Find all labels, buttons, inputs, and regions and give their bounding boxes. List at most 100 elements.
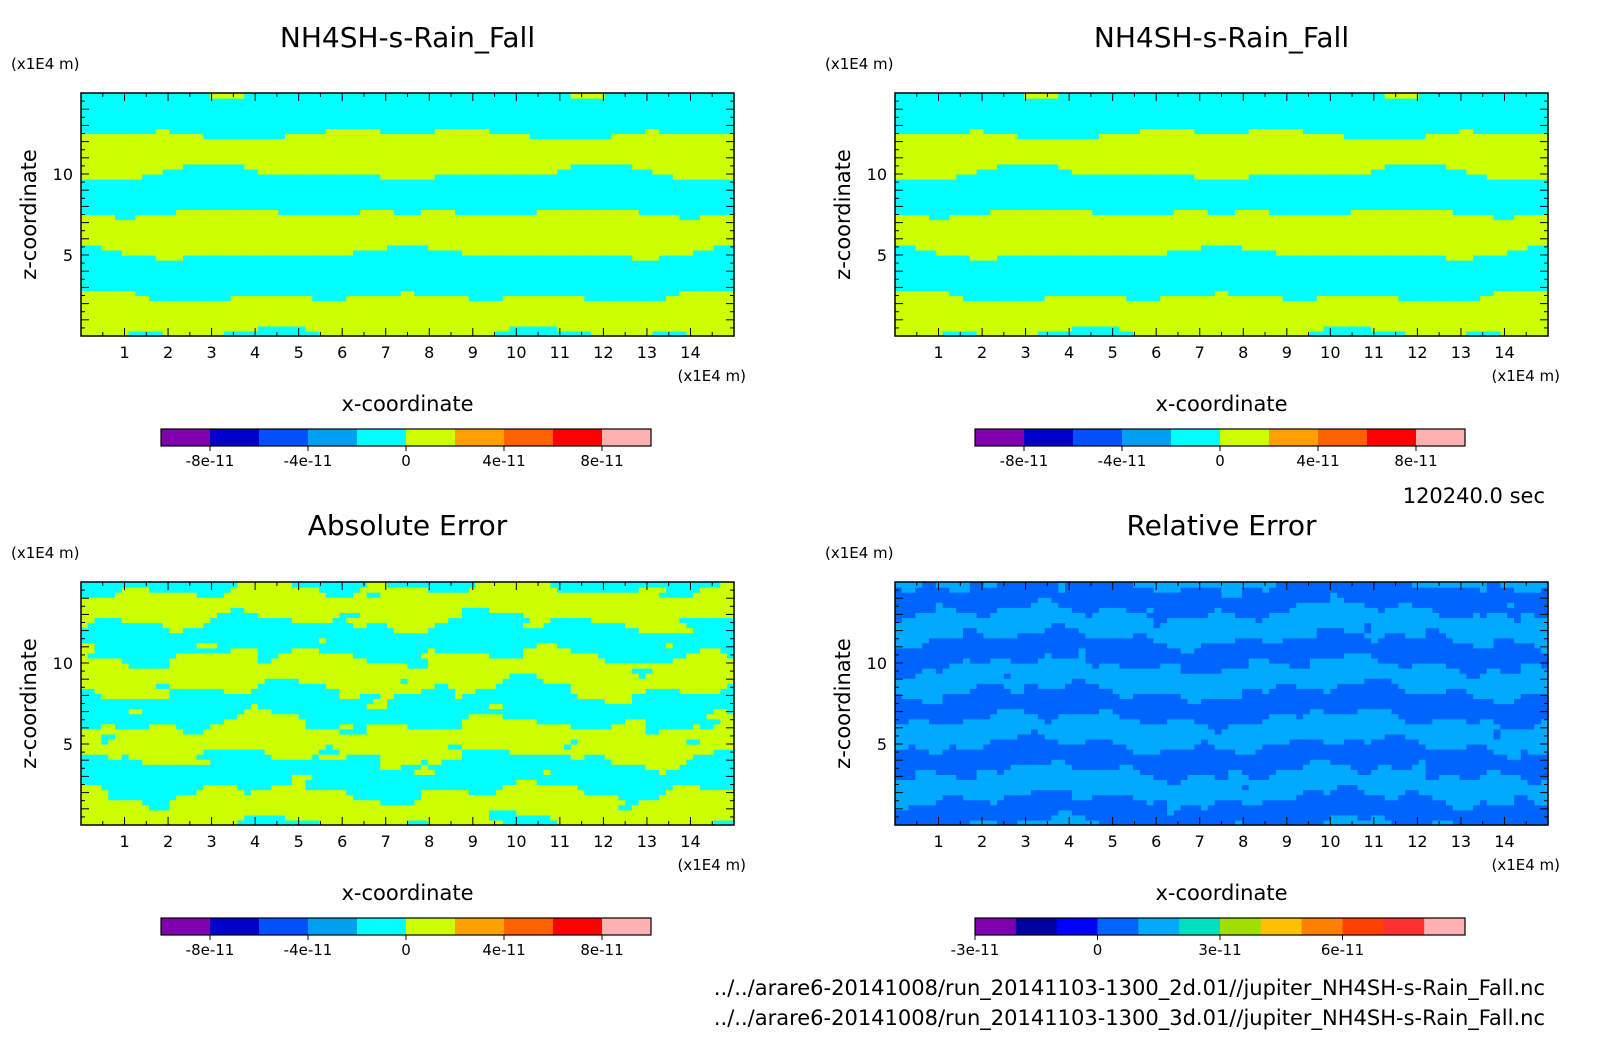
heatmap-cell — [142, 265, 150, 271]
heatmap-cell — [516, 153, 524, 160]
heatmap-cell — [516, 295, 524, 302]
heatmap-cell — [475, 143, 483, 150]
heatmap-cell — [81, 270, 89, 276]
heatmap-cell — [421, 295, 429, 302]
heatmap-cell — [550, 310, 558, 317]
heatmap-cell — [509, 325, 517, 332]
heatmap-cell — [257, 143, 266, 150]
heatmap-cell — [81, 113, 89, 119]
heatmap-cell — [319, 189, 327, 195]
heatmap-cell — [604, 204, 613, 211]
heatmap-cell — [149, 133, 157, 140]
heatmap-cell — [121, 118, 130, 124]
heatmap-cell — [278, 234, 286, 241]
heatmap-cell — [387, 163, 395, 170]
heatmap-cell — [230, 305, 239, 312]
heatmap-cell — [210, 234, 218, 241]
heatmap-cell — [652, 285, 660, 292]
heatmap-cell — [672, 224, 681, 231]
heatmap-cell — [502, 113, 511, 119]
heatmap-cell — [81, 244, 89, 251]
heatmap-cell — [196, 118, 205, 124]
heatmap-cell — [189, 163, 198, 170]
heatmap-cell — [407, 168, 415, 175]
heatmap-cell — [557, 118, 565, 124]
heatmap-cell — [400, 224, 409, 231]
x-tick-label: 6 — [337, 343, 347, 362]
heatmap-cell — [720, 244, 728, 251]
heatmap-cell — [149, 234, 157, 241]
heatmap-cell — [162, 209, 171, 216]
heatmap-cell — [230, 285, 239, 292]
heatmap-cell — [693, 295, 701, 302]
heatmap-cell — [915, 219, 923, 226]
heatmap-cell — [665, 189, 674, 195]
heatmap-cell — [373, 239, 381, 246]
heatmap-cell — [468, 310, 477, 317]
heatmap-cell — [523, 209, 531, 216]
heatmap-cell — [645, 315, 653, 322]
heatmap-cell — [414, 234, 422, 241]
heatmap-cell — [346, 209, 354, 216]
heatmap-cell — [455, 295, 463, 302]
heatmap-cell — [298, 325, 307, 332]
heatmap-cell — [393, 275, 402, 281]
heatmap-cell — [550, 219, 558, 226]
heatmap-cell — [489, 118, 497, 124]
heatmap-cell — [142, 108, 150, 114]
heatmap-cell — [387, 305, 395, 312]
heatmap-cell — [264, 158, 273, 165]
heatmap-cell — [332, 98, 341, 104]
heatmap-cell — [550, 103, 558, 109]
heatmap-cell — [285, 189, 293, 195]
heatmap-cell — [400, 295, 409, 302]
heatmap-cell — [693, 143, 701, 150]
heatmap-cell — [618, 310, 626, 317]
heatmap-cell — [713, 174, 721, 180]
heatmap-cell — [142, 285, 150, 292]
heatmap-cell — [189, 260, 198, 266]
heatmap-cell — [223, 290, 232, 297]
heatmap-cell — [149, 310, 157, 317]
heatmap-cell — [108, 214, 116, 221]
heatmap-cell — [550, 153, 558, 160]
heatmap-cell — [557, 103, 565, 109]
heatmap-cell — [169, 244, 177, 251]
heatmap-cell — [475, 98, 483, 104]
heatmap-cell — [915, 153, 923, 160]
heatmap-cell — [441, 189, 449, 195]
heatmap-cell — [563, 179, 572, 185]
heatmap-cell — [87, 265, 96, 271]
heatmap-cell — [155, 224, 164, 231]
heatmap-cell — [591, 123, 599, 130]
heatmap-cell — [495, 244, 504, 251]
heatmap-cell — [468, 280, 477, 286]
heatmap-cell — [271, 103, 279, 109]
heatmap-cell — [597, 148, 606, 155]
heatmap-cell — [706, 270, 715, 276]
heatmap-cell — [223, 199, 232, 205]
heatmap-cell — [659, 103, 667, 109]
heatmap-cell — [400, 315, 409, 322]
heatmap-cell — [693, 133, 701, 140]
heatmap-cell — [94, 153, 102, 160]
heatmap-cell — [665, 168, 674, 175]
heatmap-cell — [251, 179, 259, 185]
heatmap-cell — [665, 143, 674, 150]
heatmap-cell — [448, 179, 456, 185]
heatmap-cell — [699, 260, 708, 266]
heatmap-cell — [693, 209, 701, 216]
heatmap-cell — [373, 224, 381, 231]
heatmap-cell — [489, 255, 497, 261]
heatmap-cell — [387, 260, 395, 266]
heatmap-cell — [475, 199, 483, 205]
heatmap-cell — [895, 330, 903, 337]
heatmap-cell — [577, 168, 585, 175]
heatmap-cell — [679, 133, 687, 140]
heatmap-cell — [373, 128, 381, 135]
heatmap-cell — [81, 265, 89, 271]
heatmap-cell — [87, 174, 96, 180]
heatmap-cell — [631, 138, 640, 145]
heatmap-cell — [475, 224, 483, 231]
heatmap-cell — [922, 270, 930, 276]
